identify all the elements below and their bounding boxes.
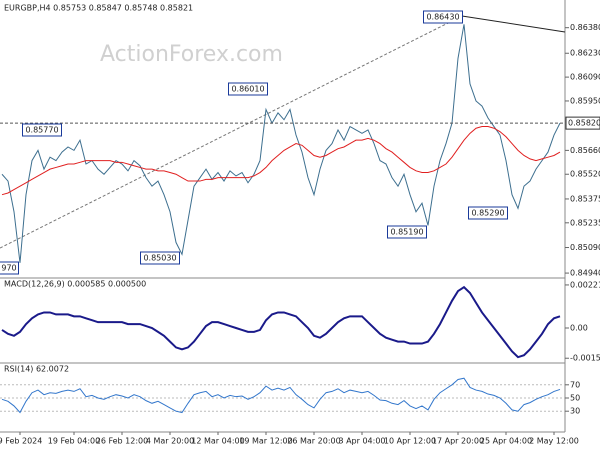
annotation: 0.86010 <box>231 85 264 94</box>
x-tick-label: 3 Apr 04:00 <box>338 437 385 446</box>
annotation-box <box>228 82 268 96</box>
trend-line <box>0 15 463 249</box>
trend-line <box>461 15 566 33</box>
panel-title: EURGBP,H4 0.85753 0.85847 0.85748 0.8582… <box>4 4 193 13</box>
x-tick-label: 26 Mar 20:00 <box>287 437 340 446</box>
annotation: 0.85770 <box>25 126 58 135</box>
annotation-box <box>22 123 62 137</box>
y-tick-label: 0.85235 <box>570 218 600 227</box>
panel-title: MACD(12,26,9) 0.000585 0.000500 <box>4 280 146 289</box>
annotation-box <box>0 261 19 275</box>
current-price-box <box>565 116 600 130</box>
y-tick-label: 50 <box>570 394 580 403</box>
y-tick-label: 0.86380 <box>570 23 600 32</box>
x-tick-label: 2 May 12:00 <box>529 437 579 446</box>
y-tick-label: 0.86230 <box>570 49 600 58</box>
series-line <box>1 24 561 263</box>
annotation-box <box>140 251 180 265</box>
x-tick-label: 17 Apr 20:00 <box>432 437 484 446</box>
x-tick-label: 25 Apr 04:00 <box>480 437 532 446</box>
current-price-label: 0.85820 <box>568 119 600 128</box>
watermark: ActionForex.com <box>100 42 283 67</box>
x-tick-label: 9 Feb 2024 <box>0 437 42 446</box>
x-tick-label: 4 Mar 20:00 <box>146 437 194 446</box>
series-line <box>1 377 561 414</box>
y-tick-label: 0.85375 <box>570 194 600 203</box>
annotation-box <box>387 225 427 239</box>
annotation: 0.86430 <box>426 13 459 22</box>
y-tick-label: 0.00 <box>570 323 588 332</box>
y-tick-label: 0.84940 <box>570 269 600 278</box>
x-tick-label: 19 Feb 04:00 <box>48 437 100 446</box>
x-tick-label: 19 Mar 12:00 <box>239 437 292 446</box>
x-tick-label: 12 Mar 04:00 <box>191 437 244 446</box>
annotation: 970 <box>1 264 16 273</box>
series-line <box>1 285 561 359</box>
annotation: 0.85290 <box>471 209 504 218</box>
x-tick-label: 26 Feb 12:00 <box>96 437 148 446</box>
y-tick-label: 0.85520 <box>570 170 600 179</box>
y-tick-label: 70 <box>570 380 580 389</box>
y-tick-label: -0.001556 <box>570 354 600 363</box>
y-tick-label: 30 <box>570 407 580 416</box>
y-tick-label: 0.002216 <box>570 280 600 289</box>
y-tick-label: 0.86090 <box>570 73 600 82</box>
series-line <box>1 126 561 196</box>
annotation: 0.85030 <box>143 254 176 263</box>
x-tick-label: 10 Apr 12:00 <box>384 437 436 446</box>
panel-title: RSI(14) 62.0072 <box>4 365 69 374</box>
y-tick-label: 0.85950 <box>570 96 600 105</box>
annotation-box <box>423 10 463 24</box>
annotation-box <box>468 206 508 220</box>
y-tick-label: 0.85090 <box>570 243 600 252</box>
y-tick-label: 0.85660 <box>570 146 600 155</box>
annotation: 0.85190 <box>390 228 423 237</box>
